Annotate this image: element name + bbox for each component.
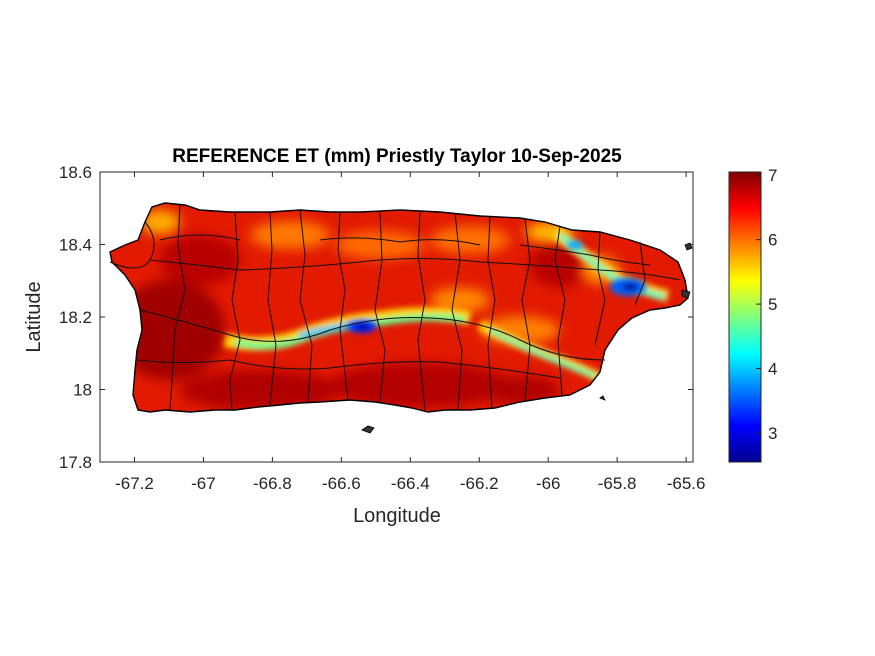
chart-title: REFERENCE ET (mm) Priestly Taylor 10-Sep…	[172, 146, 622, 167]
x-tick-label: -66.8	[253, 474, 292, 493]
x-axis-ticks: -67.2 -67 -66.8 -66.6 -66.4 -66.2 -66 -65.8 -65.…	[115, 172, 705, 493]
x-tick-label: -65.6	[667, 474, 706, 493]
y-axis-ticks: 17.8 18 18.2 18.4 18.6	[59, 163, 693, 472]
island-outline	[109, 202, 689, 413]
x-tick-label: -65.8	[598, 474, 637, 493]
y-axis-label: Latitude	[23, 281, 45, 352]
y-tick-label: 18.2	[59, 308, 92, 327]
colorbar-tick-label: 3	[768, 424, 777, 443]
y-tick-label: 17.8	[59, 453, 92, 472]
x-tick-label: -66	[536, 474, 561, 493]
y-tick-label: 18.6	[59, 163, 92, 182]
x-tick-label: -66.2	[460, 474, 499, 493]
colorbar-gradient	[728, 171, 762, 463]
colorbar-ticks: 3 4 5 6 7	[756, 166, 777, 443]
y-tick-label: 18.4	[59, 236, 92, 255]
colorbar-tick-label: 5	[768, 295, 777, 314]
x-tick-label: -67	[191, 474, 216, 493]
x-tick-label: -66.4	[391, 474, 430, 493]
colorbar-tick-label: 4	[768, 360, 777, 379]
colorbar-tick-label: 6	[768, 231, 777, 250]
colorbar-tick-label: 7	[768, 166, 777, 185]
x-axis-label: Longitude	[353, 505, 441, 527]
colorbar: 3 4 5 6 7	[728, 166, 777, 463]
x-tick-label: -66.6	[322, 474, 361, 493]
y-tick-label: 18	[73, 381, 92, 400]
x-tick-label: -67.2	[115, 474, 154, 493]
municipality-boundaries	[109, 204, 681, 411]
islets	[361, 242, 693, 434]
island-et-field	[109, 202, 693, 434]
